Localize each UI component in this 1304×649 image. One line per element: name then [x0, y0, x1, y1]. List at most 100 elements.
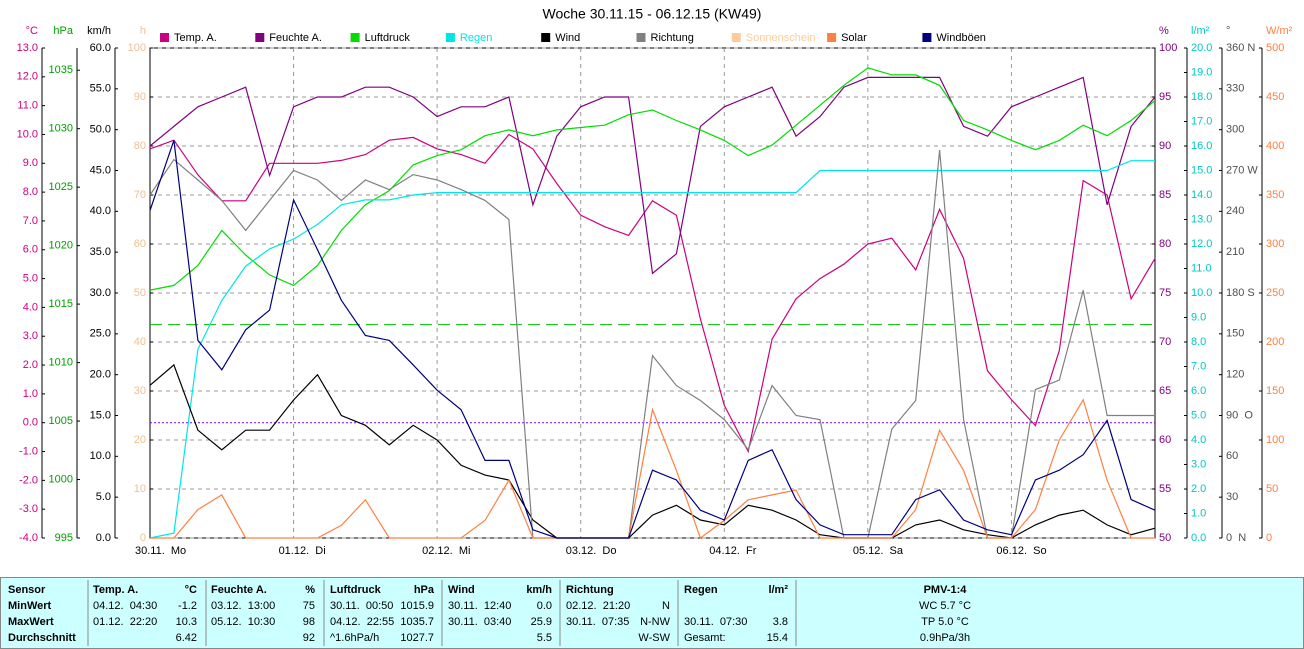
y-tick-label: 0 N	[1226, 532, 1246, 544]
y-tick-label: 360 N	[1226, 42, 1255, 54]
y-tick-label: 200	[1266, 336, 1284, 348]
y-tick-label: 70	[134, 189, 146, 201]
y-tick-label: 5.0	[23, 272, 38, 284]
y-tick-label: 150	[1226, 328, 1244, 340]
column-header: Wind	[448, 584, 475, 596]
y-tick-label: -1.0	[19, 445, 38, 457]
cell-value: 15.4	[767, 632, 788, 644]
cell-time: 30.11. 07:30	[684, 616, 747, 628]
y-tick-label: 50	[1266, 483, 1278, 495]
x-tick-label: 04.12. Fr	[709, 545, 756, 557]
column-unit: °C	[185, 584, 197, 596]
y-tick-label: 4.0	[1191, 434, 1206, 446]
y-tick-label: 13.0	[17, 42, 38, 54]
y-tick-label: 0	[140, 532, 146, 544]
pmv-value: TP 5.0 °C	[921, 616, 969, 628]
y-tick-label: 60	[134, 238, 146, 250]
axis-unit: °C	[26, 25, 38, 37]
axis-unit: l/m²	[1191, 25, 1210, 37]
pmv-value: 0.9hPa/3h	[920, 632, 970, 644]
y-tick-label: 12.0	[17, 71, 38, 83]
y-tick-label: 90	[1159, 140, 1171, 152]
legend-swatch	[255, 33, 265, 42]
cell-time: 30.11. 07:35	[566, 616, 629, 628]
y-tick-label: 9.0	[23, 157, 38, 169]
y-tick-label: 210	[1226, 246, 1244, 258]
y-tick-label: 6.0	[1191, 385, 1206, 397]
cell-value: 98	[303, 616, 315, 628]
cell-value: N-NW	[640, 616, 671, 628]
y-tick-label: 0.0	[96, 532, 111, 544]
y-tick-label: 30	[1226, 491, 1238, 503]
y-tick-label: 10.0	[1191, 287, 1212, 299]
x-tick-label: 03.12. Do	[566, 545, 617, 557]
column-unit: km/h	[526, 584, 552, 596]
cell-value: N	[662, 600, 670, 612]
y-tick-label: 180 S	[1226, 287, 1255, 299]
x-tick-label: 30.11. Mo	[135, 545, 186, 557]
y-tick-label: 240	[1226, 205, 1244, 217]
legend-label: Luftdruck	[365, 32, 411, 44]
y-tick-label: 30	[134, 385, 146, 397]
cell-time: 05.12. 10:30	[211, 616, 275, 628]
axis-unit: h	[140, 25, 146, 37]
cell-time: 04.12. 04:30	[93, 600, 157, 612]
row-label: MaxWert	[8, 616, 54, 628]
y-tick-label: 0.0	[23, 417, 38, 429]
legend-label: Feuchte A.	[269, 32, 322, 44]
y-tick-label: 8.0	[1191, 336, 1206, 348]
y-tick-label: 450	[1266, 91, 1284, 103]
y-tick-label: 1000	[49, 473, 73, 485]
y-tick-label: 4.0	[23, 301, 38, 313]
y-tick-label: 1025	[49, 181, 73, 193]
legend-swatch	[350, 33, 360, 42]
column-header: Luftdruck	[330, 584, 382, 596]
y-tick-label: -3.0	[19, 503, 38, 515]
y-tick-label: 1015	[49, 298, 73, 310]
y-tick-label: 330	[1226, 83, 1244, 95]
y-tick-label: 1020	[49, 240, 73, 252]
y-tick-label: 95	[1159, 91, 1171, 103]
y-tick-label: 90 O	[1226, 409, 1253, 421]
y-tick-label: 1.0	[1191, 507, 1206, 519]
column-header: Temp. A.	[93, 584, 138, 596]
y-tick-label: 60	[1226, 450, 1238, 462]
y-tick-label: 0	[1266, 532, 1272, 544]
y-tick-label: 40	[134, 336, 146, 348]
y-tick-label: 1035	[49, 64, 73, 76]
legend-label: Wind	[555, 32, 580, 44]
stats-panel	[0, 577, 1304, 649]
y-tick-label: 12.0	[1191, 238, 1212, 250]
y-tick-label: 300	[1226, 124, 1244, 136]
y-tick-label: 19.0	[1191, 66, 1212, 78]
cell-value: 75	[303, 600, 315, 612]
cell-value: W-SW	[638, 632, 670, 644]
y-tick-label: 50	[1159, 532, 1171, 544]
y-tick-label: 20.0	[1191, 42, 1212, 54]
axis-unit: hPa	[53, 25, 73, 37]
row-label: Durchschnitt	[8, 632, 76, 644]
y-tick-label: 120	[1226, 369, 1244, 381]
pmv-header: PMV-1:4	[924, 584, 968, 596]
column-unit: %	[305, 584, 315, 596]
cell-time: 04.12. 22:55	[330, 616, 394, 628]
y-tick-label: 65	[1159, 385, 1171, 397]
cell-value: -1.2	[178, 600, 197, 612]
legend-swatch	[731, 33, 741, 42]
y-tick-label: 50.0	[90, 124, 111, 136]
series-line	[150, 398, 1155, 539]
legend-swatch	[636, 33, 646, 42]
legend-label: Temp. A.	[174, 32, 217, 44]
x-tick-label: 02.12. Mi	[422, 545, 470, 557]
y-tick-label: 995	[55, 532, 73, 544]
cell-time: Gesamt:	[684, 632, 726, 644]
y-tick-label: 2.0	[23, 359, 38, 371]
y-tick-label: 1030	[49, 123, 73, 135]
cell-value: 1027.7	[400, 632, 434, 644]
y-tick-label: 80	[134, 140, 146, 152]
cell-time: 03.12. 13:00	[211, 600, 275, 612]
y-tick-label: 90	[134, 91, 146, 103]
y-tick-label: 16.0	[1191, 140, 1212, 152]
y-tick-label: 15.0	[90, 409, 111, 421]
